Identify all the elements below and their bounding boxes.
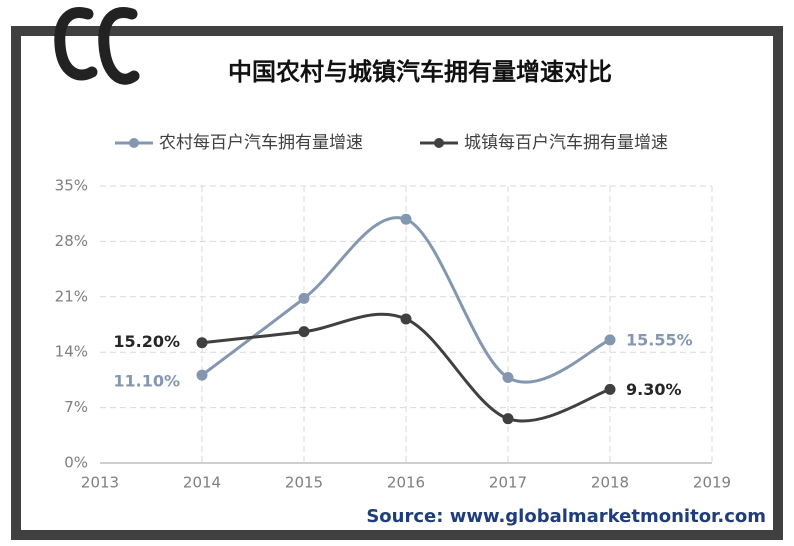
y-tick-label: 28% (55, 232, 88, 250)
legend-marker (129, 138, 139, 148)
data-label: 15.55% (626, 330, 693, 349)
point (502, 372, 514, 384)
logo (54, 7, 140, 85)
x-tick-label: 2016 (387, 474, 425, 492)
data-label: 15.20% (113, 332, 180, 351)
point (400, 313, 412, 325)
data-label: 9.30% (626, 380, 682, 399)
legend-marker (434, 138, 444, 148)
y-tick-label: 7% (64, 398, 88, 416)
point (400, 213, 412, 225)
y-tick-label: 0% (64, 454, 88, 472)
point (298, 292, 310, 304)
chart-title: 中国农村与城镇汽车拥有量增速对比 (228, 58, 612, 86)
x-tick-label: 2019 (693, 474, 731, 492)
frame (11, 26, 783, 540)
point (604, 383, 616, 395)
data-label: 11.10% (113, 372, 180, 391)
point (196, 369, 208, 381)
point (196, 337, 208, 349)
point (604, 334, 616, 346)
x-tick-label: 2017 (489, 474, 527, 492)
x-tick-label: 2018 (591, 474, 629, 492)
y-tick-label: 21% (55, 287, 88, 305)
point (298, 326, 310, 338)
x-tick-label: 2013 (81, 474, 119, 492)
y-tick-label: 14% (55, 343, 88, 361)
x-tick-label: 2015 (285, 474, 323, 492)
legend-label: 农村每百户汽车拥有量增速 (159, 133, 363, 153)
legend-label: 城镇每百户汽车拥有量增速 (464, 133, 668, 153)
point (502, 413, 514, 425)
y-tick-label: 35% (55, 177, 88, 195)
source: Source: www.globalmarketmonitor.com (366, 506, 766, 527)
x-tick-label: 2014 (183, 474, 221, 492)
